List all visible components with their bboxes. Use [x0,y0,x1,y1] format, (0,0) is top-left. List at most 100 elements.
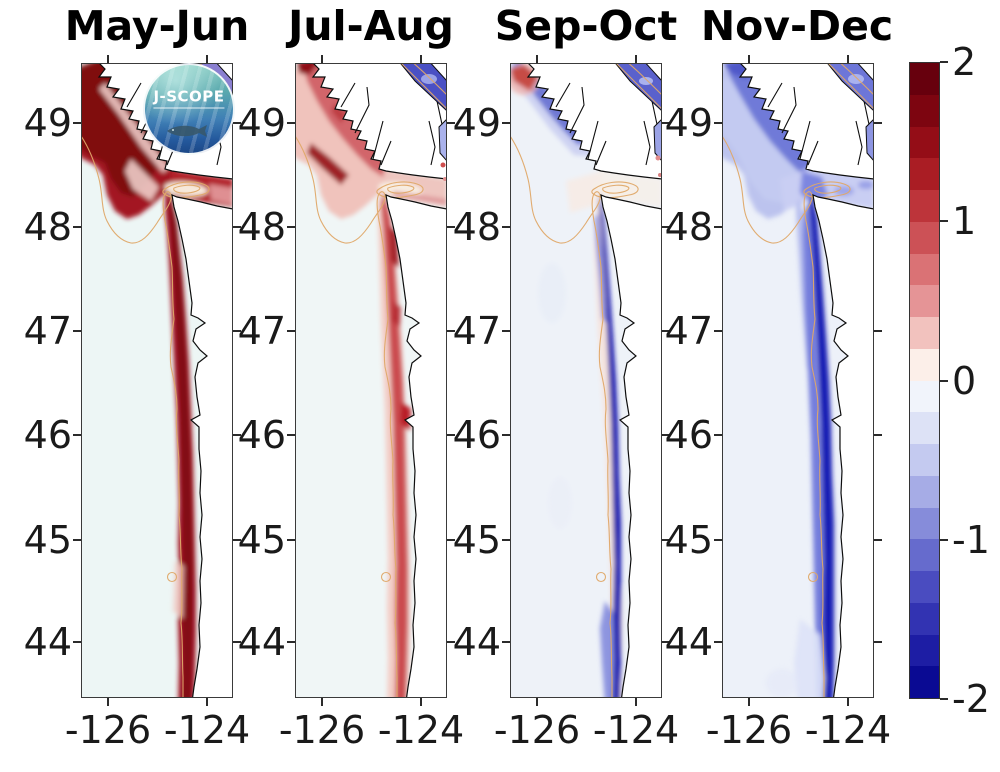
lon-tick-mark-top [321,55,323,63]
lon-tick-label: -126 [493,708,581,752]
lat-tick-mark-right [447,434,455,436]
lon-tick-label: -126 [705,708,793,752]
lat-tick-mark-left [502,641,510,643]
lat-tick-label: 49 [664,101,713,145]
lat-tick-label: 49 [23,101,72,145]
lat-tick-mark-left [73,122,81,124]
lat-tick-mark-right [874,226,882,228]
lat-tick-mark-left [73,641,81,643]
panel-title-nov-dec: Nov-Dec [700,2,894,50]
lon-tick-mark-bottom [536,698,538,706]
lat-tick-mark-right [233,539,241,541]
lon-tick-mark-bottom [206,698,208,706]
lat-tick-mark-left [714,539,722,541]
panel-title-jul-aug: Jul-Aug [288,2,454,50]
colorbar-segment [910,221,939,254]
colorbar-tick-label: 1 [952,199,977,244]
lat-tick-label: 45 [23,518,72,562]
lat-tick-label: 47 [23,309,72,353]
colorbar-segment [910,634,939,667]
colorbar-segment [910,507,939,540]
colorbar-segment [910,63,939,95]
lon-tick-mark-top [847,55,849,63]
lat-tick-mark-left [287,539,295,541]
lat-tick-mark-left [287,641,295,643]
lat-tick-label: 46 [452,413,501,457]
colorbar-segment [910,348,939,381]
lat-tick-mark-right [662,330,670,332]
colorbar-segment [910,158,939,190]
lat-tick-mark-right [874,434,882,436]
panel-title-may-jun: May-Jun [64,2,250,50]
lat-tick-mark-right [662,641,670,643]
lon-tick-label: -126 [278,708,366,752]
lat-tick-mark-right [233,122,241,124]
lat-tick-mark-left [502,226,510,228]
map-panel-may-jun [81,63,233,698]
jscope-logo-text: J-SCOPE [153,88,225,109]
lon-tick-mark-bottom [321,698,323,706]
fish-icon [167,125,207,137]
colorbar-segment [910,539,939,571]
colorbar-tick-label: -1 [952,517,990,562]
lat-tick-mark-left [73,330,81,332]
colorbar-segment [910,285,939,317]
lat-tick-mark-right [662,434,670,436]
colorbar [909,62,940,699]
lon-tick-label: -126 [64,708,152,752]
lon-tick-mark-bottom [420,698,422,706]
lat-tick-label: 46 [23,413,72,457]
lat-tick-label: 44 [23,620,72,664]
panel-title-sep-oct: Sep-Oct [494,2,678,50]
lat-tick-label: 44 [664,620,713,664]
colorbar-tick-label: 2 [952,40,977,84]
lat-tick-mark-left [714,330,722,332]
colorbar-segment [910,190,939,222]
lat-tick-label: 47 [452,309,501,353]
colorbar-segment [910,94,939,127]
lon-tick-label: -124 [804,708,892,752]
lat-tick-mark-right [662,226,670,228]
lat-tick-label: 48 [23,205,72,249]
lat-tick-mark-right [874,539,882,541]
lat-tick-mark-right [233,330,241,332]
colorbar-tick-mark [940,698,948,700]
map-panel-sep-oct [510,63,662,698]
colorbar-segment [910,666,939,698]
jscope-logo: J-SCOPE [143,63,235,155]
colorbar-segment [910,412,939,444]
lat-tick-mark-right [447,122,455,124]
colorbar-segment [910,475,939,508]
lat-tick-label: 45 [452,518,501,562]
map-panel-nov-dec [722,63,874,698]
lat-tick-mark-left [287,330,295,332]
lat-tick-label: 46 [664,413,713,457]
lat-tick-mark-left [502,330,510,332]
lat-tick-mark-right [874,330,882,332]
colorbar-segment [910,571,939,603]
lat-tick-mark-left [714,434,722,436]
lat-tick-label: 48 [452,205,501,249]
lat-tick-mark-right [233,641,241,643]
lat-tick-mark-left [73,434,81,436]
lon-tick-mark-top [536,55,538,63]
lat-tick-label: 48 [237,205,286,249]
map-nov-dec [722,63,874,698]
colorbar-tick-mark [940,538,948,541]
colorbar-tick-mark [940,220,948,223]
lat-tick-mark-right [233,226,241,228]
colorbar-segment [910,126,939,159]
lon-tick-mark-top [206,55,208,63]
lon-tick-mark-top [635,55,637,63]
map-panel-jul-aug [295,63,447,698]
lat-tick-mark-left [287,122,295,124]
lon-tick-label: -124 [592,708,680,752]
lat-tick-mark-left [73,226,81,228]
lat-tick-mark-left [73,539,81,541]
map-sep-oct [510,63,662,698]
colorbar-segment [910,253,939,286]
colorbar-segment [910,317,939,349]
lat-tick-mark-left [502,122,510,124]
colorbar-segment [910,380,939,413]
